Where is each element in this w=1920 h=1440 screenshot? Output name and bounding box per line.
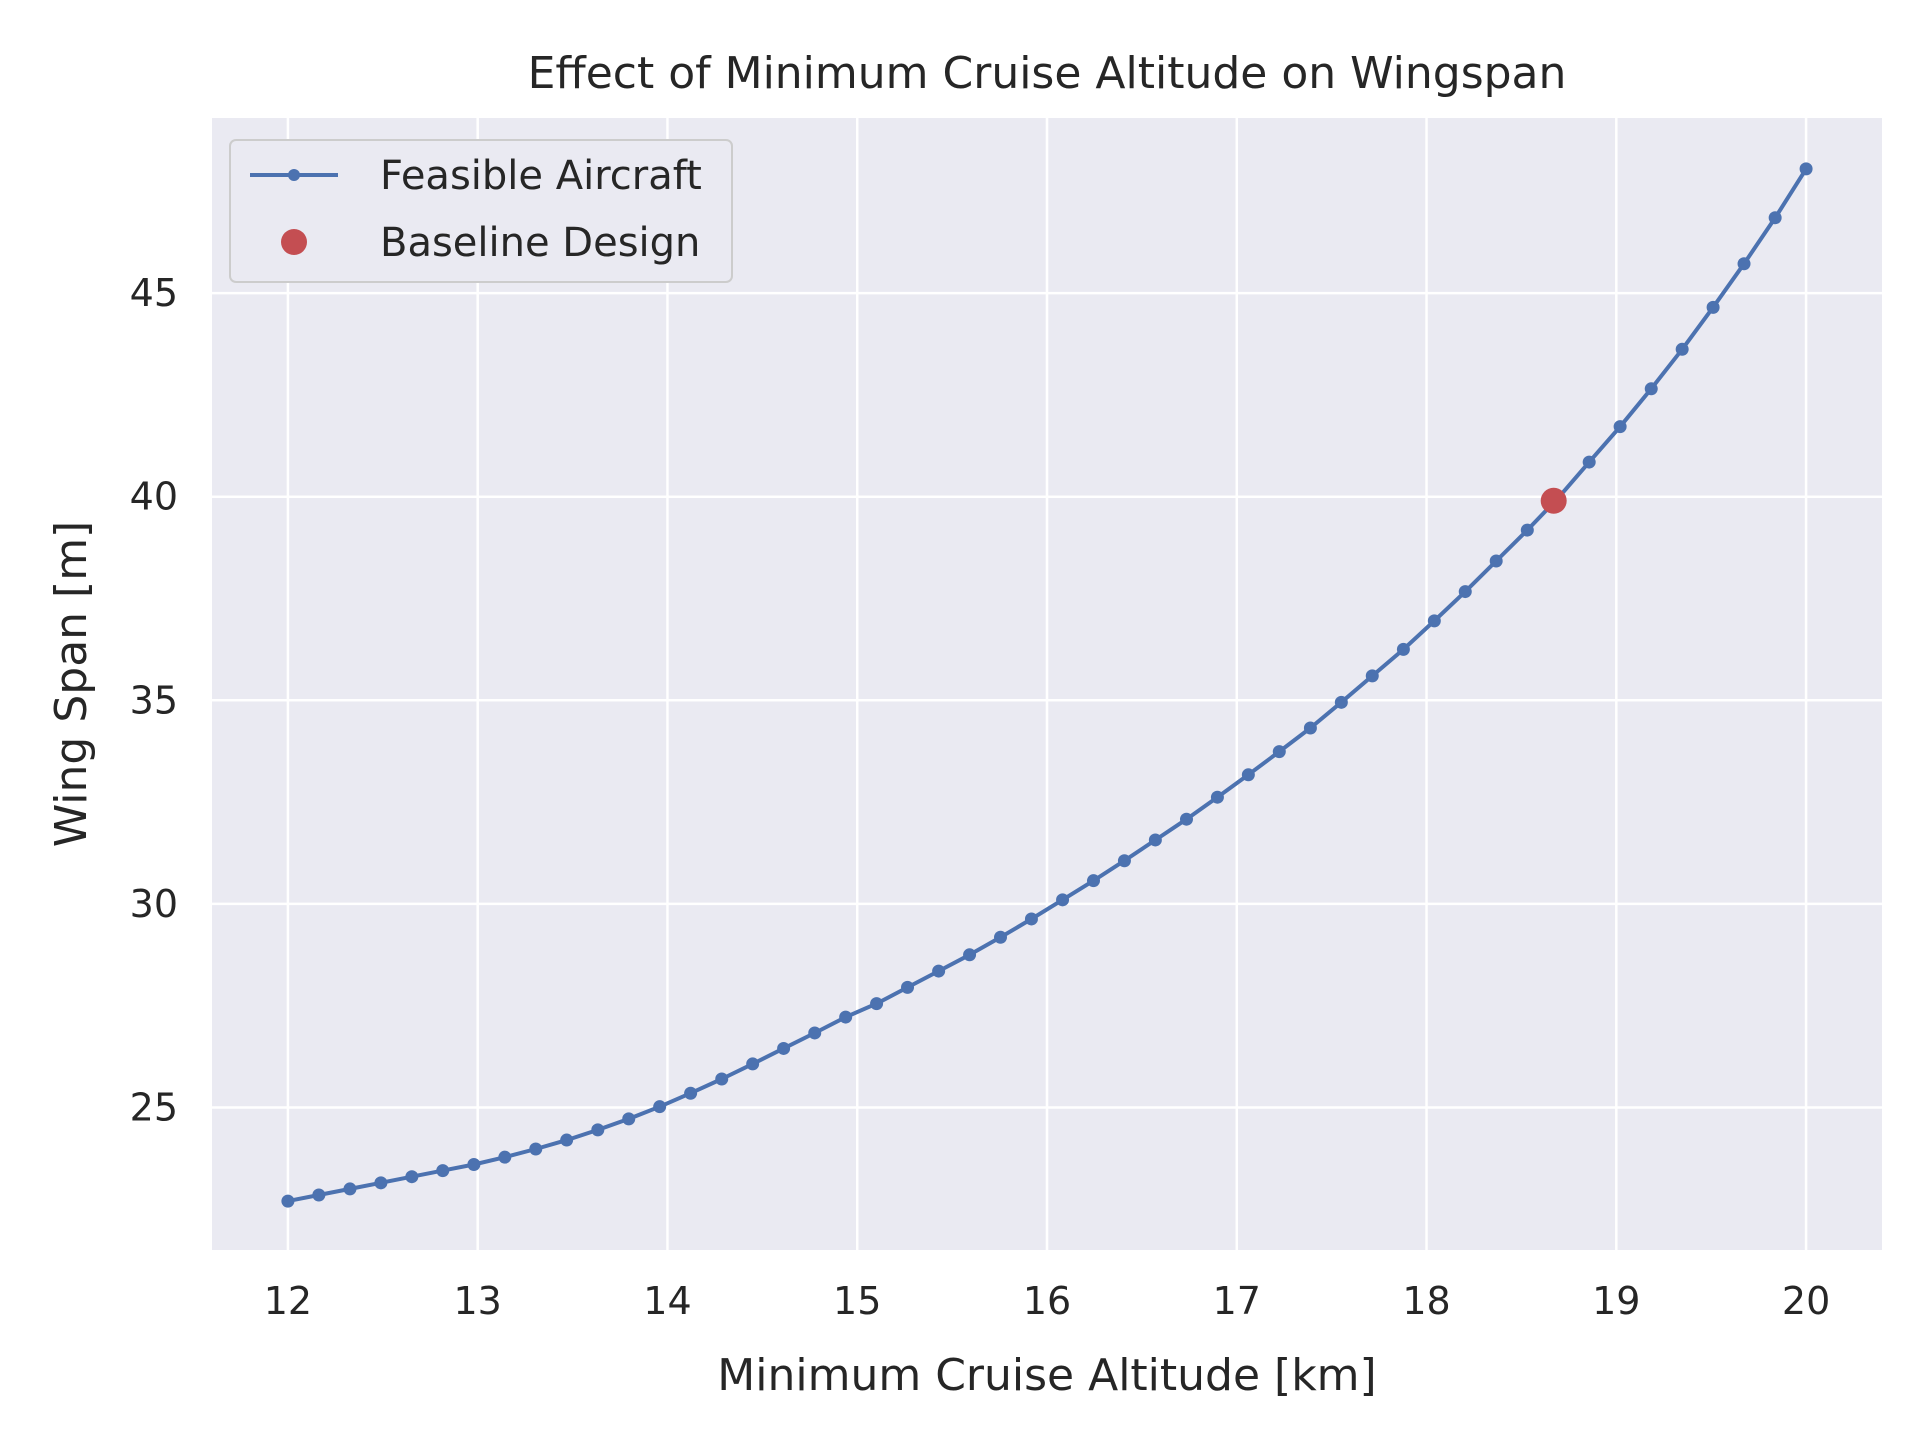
data-point-feasible-aircraft — [994, 930, 1008, 944]
chart-title: Effect of Minimum Cruise Altitude on Win… — [528, 48, 1567, 99]
x-tick-label: 12 — [264, 1279, 312, 1323]
tick-labels: 12 13 14 15 16 17 18 19 20 25 30 35 40 45 — [130, 271, 1831, 1323]
x-tick-label: 17 — [1213, 1279, 1261, 1323]
data-point-feasible-aircraft — [529, 1142, 543, 1156]
data-point-feasible-aircraft — [374, 1176, 388, 1190]
data-point-feasible-aircraft — [870, 997, 884, 1011]
y-tick-label: 40 — [130, 475, 178, 519]
data-point-feasible-aircraft — [963, 948, 977, 962]
data-point-feasible-aircraft — [715, 1072, 729, 1086]
data-point-feasible-aircraft — [405, 1170, 419, 1184]
data-point-feasible-aircraft — [467, 1157, 481, 1171]
data-point-feasible-aircraft — [1365, 669, 1379, 683]
data-point-feasible-aircraft — [1334, 695, 1348, 709]
legend-line-marker — [288, 169, 300, 181]
y-axis-label: Wing Span [m] — [46, 521, 97, 847]
grid — [212, 118, 1882, 1250]
data-point-feasible-aircraft — [1024, 912, 1038, 926]
data-point-feasible-aircraft — [1644, 382, 1658, 396]
data-point-feasible-aircraft — [1613, 420, 1627, 434]
legend-baseline-marker — [281, 229, 307, 255]
data-point-feasible-aircraft — [808, 1026, 822, 1040]
data-point-feasible-aircraft — [746, 1057, 760, 1071]
data-point-feasible-aircraft — [1241, 768, 1255, 782]
data-point-feasible-aircraft — [901, 980, 915, 994]
legend-label-feasible-aircraft: Feasible Aircraft — [380, 153, 702, 199]
data-point-feasible-aircraft — [1303, 721, 1317, 735]
legend: Feasible Aircraft Baseline Design — [229, 139, 733, 283]
data-point-feasible-aircraft — [1737, 257, 1751, 271]
data-point-feasible-aircraft — [343, 1182, 357, 1196]
legend-box — [229, 139, 733, 283]
y-tick-label: 25 — [130, 1085, 178, 1129]
data-point-feasible-aircraft — [1427, 614, 1441, 628]
data-point-feasible-aircraft — [1458, 585, 1472, 599]
x-tick-label: 19 — [1592, 1279, 1640, 1323]
x-tick-label: 14 — [643, 1279, 691, 1323]
data-point-feasible-aircraft — [1056, 893, 1070, 907]
series-layer — [281, 162, 1813, 1208]
data-point-feasible-aircraft — [1272, 745, 1286, 759]
data-point-baseline-design — [1540, 487, 1567, 514]
data-point-feasible-aircraft — [591, 1123, 605, 1137]
data-point-feasible-aircraft — [1117, 854, 1131, 868]
data-point-feasible-aircraft — [1675, 342, 1689, 356]
data-point-feasible-aircraft — [436, 1164, 450, 1178]
data-point-feasible-aircraft — [498, 1150, 512, 1164]
x-tick-label: 20 — [1782, 1279, 1830, 1323]
x-tick-label: 15 — [833, 1279, 881, 1323]
data-point-feasible-aircraft — [560, 1133, 574, 1147]
data-point-feasible-aircraft — [1179, 812, 1193, 826]
data-point-feasible-aircraft — [839, 1010, 853, 1024]
data-point-feasible-aircraft — [1768, 211, 1782, 225]
data-point-feasible-aircraft — [281, 1194, 295, 1208]
data-point-feasible-aircraft — [1582, 455, 1596, 469]
data-point-feasible-aircraft — [684, 1086, 698, 1100]
x-tick-label: 18 — [1402, 1279, 1450, 1323]
data-point-feasible-aircraft — [1210, 790, 1224, 804]
data-point-feasible-aircraft — [932, 964, 946, 978]
x-tick-label: 13 — [454, 1279, 502, 1323]
data-point-feasible-aircraft — [312, 1188, 326, 1202]
data-point-feasible-aircraft — [622, 1112, 636, 1126]
data-point-feasible-aircraft — [653, 1100, 667, 1114]
data-point-feasible-aircraft — [777, 1041, 791, 1055]
data-point-feasible-aircraft — [1396, 642, 1410, 656]
data-point-feasible-aircraft — [1706, 300, 1720, 314]
data-point-feasible-aircraft — [1520, 523, 1534, 537]
x-tick-label: 16 — [1023, 1279, 1071, 1323]
y-tick-label: 35 — [130, 678, 178, 722]
y-tick-label: 30 — [130, 882, 178, 926]
data-point-feasible-aircraft — [1799, 162, 1813, 176]
x-axis-label: Minimum Cruise Altitude [km] — [717, 1350, 1376, 1401]
y-tick-label: 45 — [130, 271, 178, 315]
data-point-feasible-aircraft — [1148, 833, 1162, 847]
data-point-feasible-aircraft — [1086, 874, 1100, 888]
data-point-feasible-aircraft — [1489, 554, 1503, 568]
legend-label-baseline-design: Baseline Design — [380, 220, 700, 266]
